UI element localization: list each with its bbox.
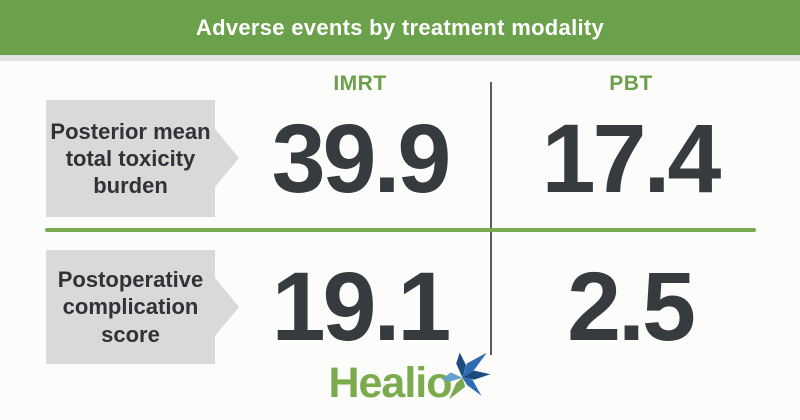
header-shadow <box>0 55 800 61</box>
healio-wordmark: Healio <box>328 358 452 407</box>
row-label-text: Posterior mean total toxicity burden <box>50 118 211 199</box>
healio-starburst-icon <box>441 352 490 400</box>
value-pbt-toxicity: 17.4 <box>541 104 722 213</box>
healio-logo: Healio <box>0 352 800 410</box>
vertical-divider <box>490 82 492 355</box>
column-header-imrt: IMRT <box>333 72 387 95</box>
value-imrt-complication: 19.1 <box>271 252 452 361</box>
header-bar: Adverse events by treatment modality <box>0 0 800 55</box>
row-label-text: Postoperative complication score <box>57 267 204 347</box>
row-label-arrow <box>215 278 239 336</box>
value-pbt-complication: 2.5 <box>567 252 696 361</box>
horizontal-divider <box>45 228 756 232</box>
row-label-toxicity-burden: Posterior mean total toxicity burden <box>46 100 215 217</box>
row-label-arrow <box>215 129 239 187</box>
value-imrt-toxicity: 39.9 <box>271 104 452 213</box>
row-label-complication-score: Postoperative complication score <box>46 250 215 364</box>
page-title: Adverse events by treatment modality <box>195 14 605 40</box>
column-header-pbt: PBT <box>609 72 653 95</box>
